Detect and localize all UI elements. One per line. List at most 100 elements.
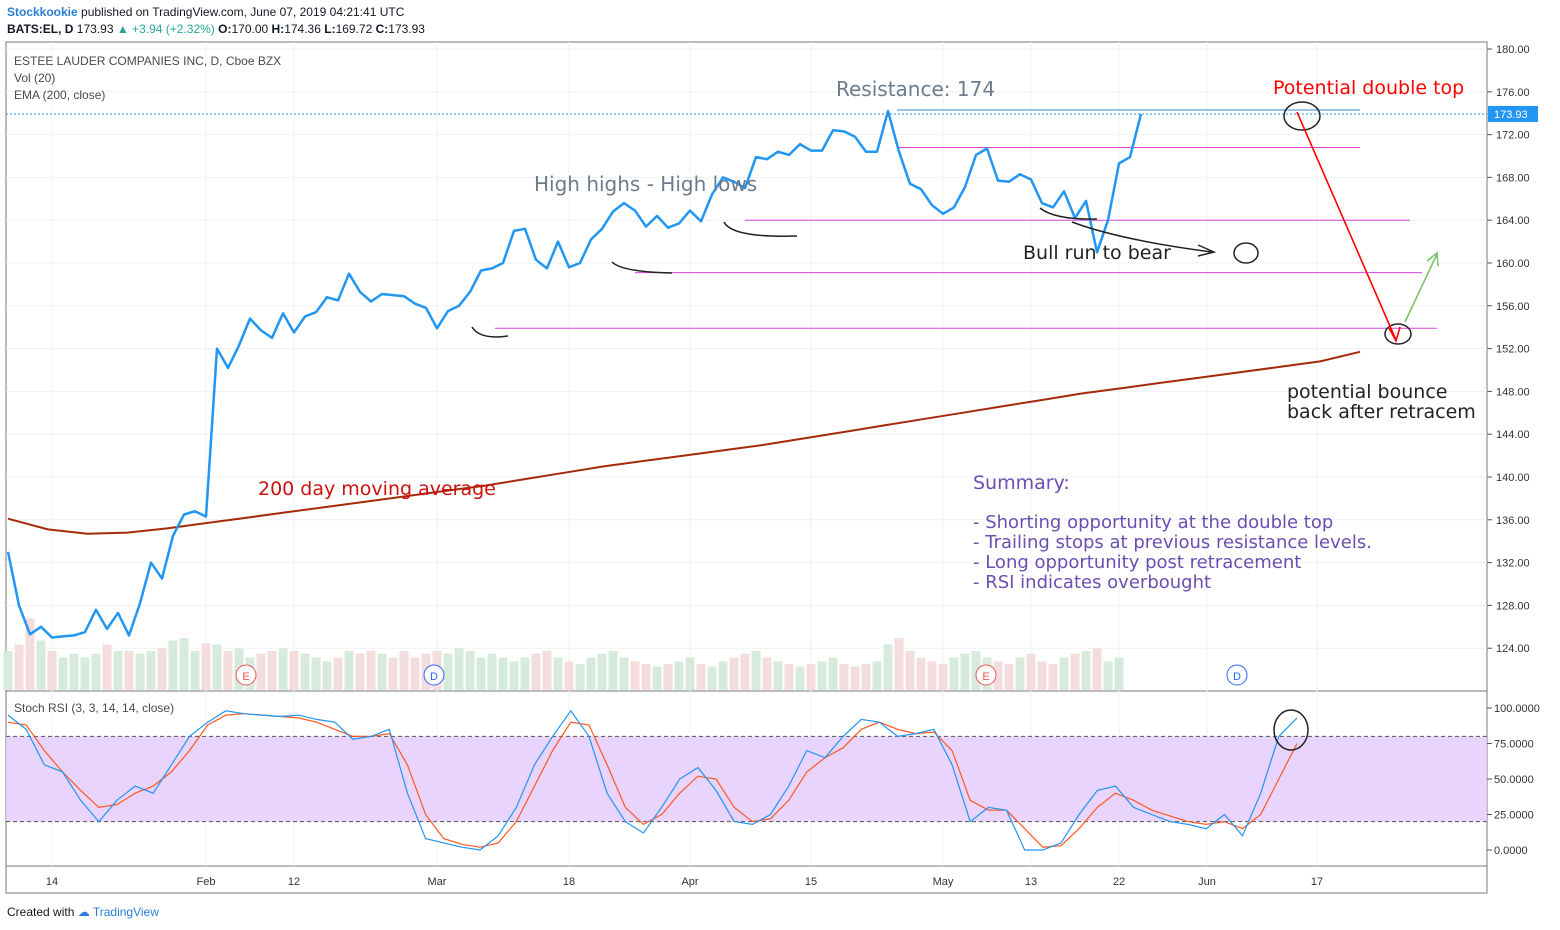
stoch-band (6, 736, 1487, 822)
volume-bar (113, 651, 123, 690)
open-value: 170.00 (231, 22, 269, 36)
stoch-tick-label: 0.0000 (1494, 845, 1528, 857)
volume-bar (190, 651, 200, 690)
volume-bar (212, 644, 222, 690)
time-tick-label: Jun (1198, 876, 1216, 888)
volume-bar (641, 664, 651, 690)
volume-bar (850, 666, 860, 690)
volume-bar (674, 661, 684, 690)
volume-bar (531, 653, 541, 690)
volume-bar (465, 651, 475, 690)
dividend-marker[interactable]: D (423, 664, 445, 686)
last-price: 173.93 (76, 22, 114, 36)
projection-arrow-down (1296, 111, 1397, 341)
volume-bar (960, 653, 970, 690)
volume-bar (69, 653, 79, 690)
volume-bar (36, 640, 46, 690)
volume-bar (905, 651, 915, 690)
last-price-tag-label: 173.93 (1494, 109, 1528, 121)
time-tick-label: 13 (1025, 876, 1037, 888)
price-tick-label: 172.00 (1496, 130, 1530, 142)
volume-bar (498, 657, 508, 690)
volume-bar (773, 661, 783, 690)
time-tick-label: 12 (288, 876, 300, 888)
volume-bar (971, 651, 981, 690)
volume-bar (520, 657, 530, 690)
volume-bar (124, 651, 134, 690)
volume-bar (938, 664, 948, 690)
bounce-circle (1384, 323, 1412, 345)
volume-bar (542, 651, 552, 690)
volume-bar (102, 644, 112, 690)
svg-text:D: D (1233, 671, 1241, 683)
tradingview-link[interactable]: TradingView (92, 905, 159, 919)
legend-stoch: Stoch RSI (3, 3, 14, 14, close) (14, 701, 174, 715)
earnings-marker[interactable]: E (975, 664, 997, 686)
dividend-marker[interactable]: D (1226, 664, 1248, 686)
volume-bar (289, 651, 299, 690)
bounce-label-line2: back after retracem (1287, 401, 1476, 423)
price-tick-label: 128.00 (1496, 600, 1530, 612)
swing-low-mark (723, 221, 798, 237)
price-tick-label: 156.00 (1496, 301, 1530, 313)
price-tick-label: 148.00 (1496, 386, 1530, 398)
stoch-tick-label: 25.0000 (1494, 810, 1534, 822)
volume-bar (366, 651, 376, 690)
higher-highs-label: High highs - High lows (534, 172, 757, 196)
circle-mark (1233, 242, 1259, 264)
volume-bar (575, 664, 585, 690)
volume-bar (47, 651, 57, 690)
volume-bar (817, 661, 827, 690)
volume-bar (1015, 657, 1025, 690)
price-tick-label: 140.00 (1496, 472, 1530, 484)
volume-bar (619, 657, 629, 690)
time-tick-label: Apr (681, 876, 698, 888)
volume-bar (663, 664, 673, 690)
hand-drawn-marks (471, 101, 1412, 751)
price-tick-label: 160.00 (1496, 258, 1530, 270)
volume-bar (135, 653, 145, 690)
volume-bar (377, 653, 387, 690)
volume-bar (14, 644, 24, 690)
stoch-rsi-pane (6, 709, 1487, 851)
volume-bar (1059, 657, 1069, 690)
close-value: 173.93 (388, 22, 425, 36)
volume-bar (355, 653, 365, 690)
volume-bar (872, 661, 882, 690)
volume-bar (311, 657, 321, 690)
volume-bar (762, 657, 772, 690)
volume-bar (729, 657, 739, 690)
volume-bar (740, 653, 750, 690)
resistance-label: Resistance: 174 (836, 77, 995, 101)
volume-bar (410, 657, 420, 690)
earnings-marker[interactable]: E (235, 664, 257, 686)
volume-bar (322, 661, 332, 690)
time-tick-label: Feb (197, 876, 216, 888)
volume-bar (1004, 664, 1014, 690)
bounce-label-line1: potential bounce (1287, 381, 1447, 403)
time-tick-label: 18 (563, 876, 575, 888)
stoch-tick-label: 75.0000 (1494, 739, 1534, 751)
volume-bar (784, 664, 794, 690)
summary-item: - Shorting opportunity at the double top (973, 512, 1333, 533)
publish-info: Stockkookie published on TradingView.com… (7, 5, 404, 19)
volume-bar (795, 666, 805, 690)
price-tick-label: 144.00 (1496, 429, 1530, 441)
author-link[interactable]: Stockkookie (7, 5, 78, 19)
volume-bar (707, 666, 717, 690)
volume-bar (564, 661, 574, 690)
volume-bar (443, 653, 453, 690)
volume-bar (916, 657, 926, 690)
swing-low-mark (1039, 207, 1098, 220)
volume-bar (630, 661, 640, 690)
volume-bar (751, 651, 761, 690)
chart-canvas[interactable]: 180.00 176.00 172.00 168.00 164.00 160.00 156.… (0, 0, 1560, 900)
summary-title: Summary: (973, 472, 1070, 494)
volume-bar (1092, 648, 1102, 690)
price-line (6, 109, 1143, 639)
svg-text:E: E (242, 671, 249, 683)
svg-text:E: E (982, 671, 989, 683)
volume-bar (25, 618, 35, 690)
volume-bar (597, 653, 607, 690)
created-with-text: Created with (7, 905, 75, 919)
